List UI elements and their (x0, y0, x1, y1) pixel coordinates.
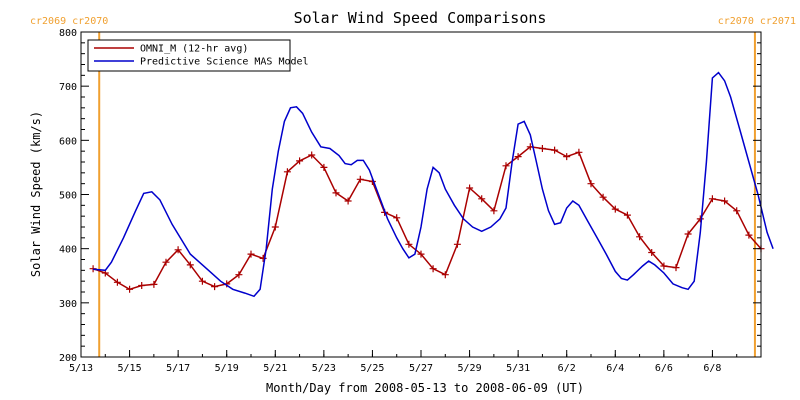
omni-data-point (478, 195, 486, 203)
legend: OMNI_M (12-hr avg) Predictive Science MA… (87, 39, 309, 72)
omni-data-point (648, 249, 656, 256)
plot-frame (80, 31, 762, 358)
legend-box (87, 39, 291, 72)
omni-data-point (429, 265, 437, 273)
y-tick-label: 500 (59, 191, 77, 202)
x-tick-label: 5/19 (215, 363, 239, 374)
omni-data-point (186, 261, 194, 269)
series-layer (89, 71, 774, 298)
omni-data-point (745, 231, 753, 239)
x-tick-label: 5/25 (360, 363, 384, 374)
omni-data-point (623, 211, 631, 219)
omni-data-point (271, 223, 279, 231)
omni-data-point (320, 163, 328, 171)
omni-data-point (113, 278, 121, 286)
omni-data-point (344, 197, 352, 205)
y-tick-label: 600 (59, 136, 77, 147)
omni-data-point (126, 285, 134, 293)
omni-data-point (733, 207, 741, 215)
omni-data-point (696, 215, 704, 223)
x-tick-label: 5/13 (69, 363, 93, 374)
omni-data-point (466, 184, 474, 192)
omni-data-point (332, 189, 340, 197)
y-tick-label: 400 (59, 245, 77, 256)
y-tick-label: 700 (59, 82, 77, 93)
y-tick-label: 200 (59, 353, 77, 364)
y-tick-label: 300 (59, 299, 77, 310)
x-axis-label: Month/Day from 2008-05-13 to 2008-06-09 … (266, 381, 584, 395)
omni-data-point (453, 240, 461, 248)
x-tick-label: 6/8 (703, 363, 721, 374)
omni-data-point (587, 180, 595, 188)
omni-data-point (308, 151, 316, 159)
omni-data-point (162, 258, 170, 266)
omni-data-point (599, 193, 607, 201)
omni-data-point (490, 207, 498, 215)
omni-data-point (138, 282, 146, 289)
x-tick-label: 5/31 (506, 363, 530, 374)
omni-data-point (247, 250, 255, 258)
y-axis-label: Solar Wind Speed (km/s) (29, 111, 43, 277)
x-tick-label: 6/6 (655, 363, 673, 374)
omni-data-point (405, 240, 413, 248)
carrington-rotation-label-end: cr2070 cr2071 (718, 16, 796, 27)
x-tick-label: 5/27 (409, 363, 433, 374)
series-line-mas (93, 71, 774, 298)
omni-data-point (211, 283, 219, 291)
omni-data-point (636, 233, 644, 241)
omni-data-point (150, 280, 158, 288)
omni-data-point (198, 277, 206, 285)
x-tick-label: 6/4 (606, 363, 624, 374)
omni-data-point (660, 262, 668, 270)
omni-data-point (356, 175, 364, 183)
omni-data-point (721, 197, 729, 205)
rotation-boundary-markers (98, 32, 756, 357)
y-tick-label: 800 (59, 28, 77, 39)
omni-data-point (563, 153, 571, 161)
x-tick-label: 5/15 (118, 363, 142, 374)
omni-data-point (611, 205, 619, 213)
omni-data-point (296, 157, 304, 165)
x-tick-label: 5/21 (263, 363, 287, 374)
omni-data-point (672, 264, 680, 272)
omni-data-point (514, 153, 522, 161)
x-tick-label: 5/17 (166, 363, 190, 374)
omni-data-point (708, 195, 716, 203)
carrington-rotation-label-start: cr2069 cr2070 (30, 16, 108, 27)
omni-data-point (684, 230, 692, 238)
omni-data-point (441, 271, 449, 279)
x-tick-label: 5/23 (312, 363, 336, 374)
x-tick-label: 5/29 (458, 363, 482, 374)
omni-data-point (393, 214, 401, 222)
series-line-omni (92, 146, 762, 291)
omni-data-point (551, 146, 559, 154)
omni-data-point (502, 162, 510, 170)
axes: 5/13 5/15 5/17 5/19 5/21 5/23 5/25 5/27 5/29 5/31… (59, 28, 762, 374)
omni-data-point (575, 148, 583, 156)
omni-data-point (417, 250, 425, 258)
legend-label-omni: OMNI_M (12-hr avg) (140, 44, 248, 55)
omni-data-point (174, 246, 182, 254)
chart-title: Solar Wind Speed Comparisons (294, 9, 547, 27)
omni-data-point (89, 265, 97, 273)
omni-data-point (538, 145, 546, 152)
omni-data-point (235, 271, 243, 279)
legend-label-mas: Predictive Science MAS Model (140, 57, 309, 68)
omni-data-point (283, 168, 291, 176)
x-tick-label: 6/2 (558, 363, 576, 374)
